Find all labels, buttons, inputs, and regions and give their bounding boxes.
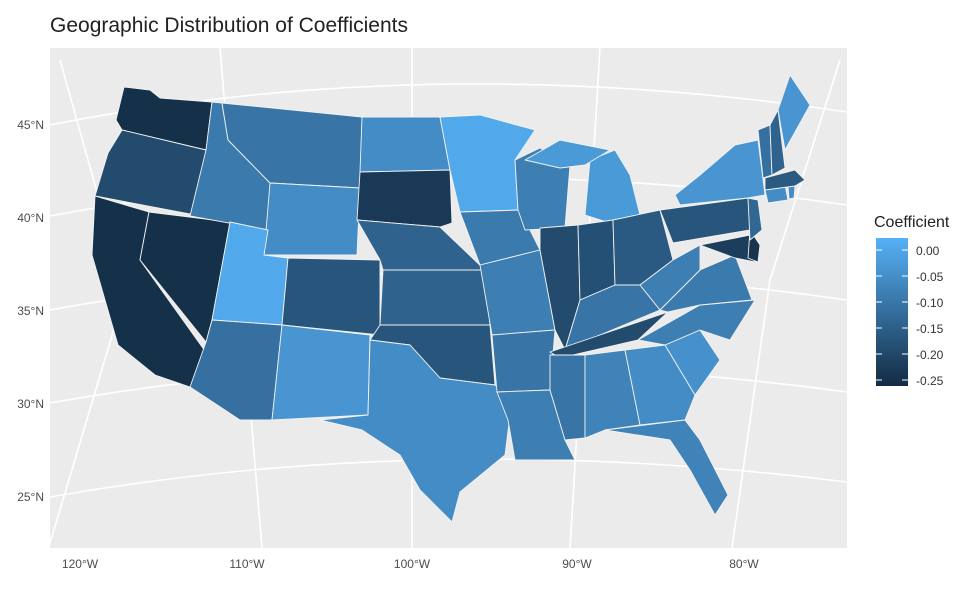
x-tick-label: 110°W [229,557,265,571]
state-michigan-upper[interactable] [524,139,611,169]
y-tick-label: 30°N [17,397,44,411]
legend-colorbar [876,238,908,386]
state-colorado[interactable] [281,257,381,336]
y-tick-label: 35°N [17,304,44,318]
state-rhode-island[interactable] [787,185,796,200]
state-mississippi[interactable] [549,354,586,441]
x-tick-label: 100°W [394,557,431,571]
y-tick-label: 40°N [17,211,44,225]
x-axis: 120°W 110°W 100°W 90°W 80°W [62,557,759,571]
state-kansas[interactable] [379,269,491,326]
state-oregon[interactable] [94,129,207,216]
chart-title: Geographic Distribution of Coefficients [50,14,408,37]
state-texas[interactable] [319,339,513,523]
legend: Coefficient 0.00 -0.05 -0.10 -0.15 -0.20… [874,214,950,388]
legend-label: -0.10 [916,296,944,310]
state-maine[interactable] [777,74,811,151]
state-georgia[interactable] [624,344,696,426]
state-new-hampshire[interactable] [769,109,786,176]
state-maryland[interactable] [699,234,756,263]
state-new-mexico[interactable] [271,324,371,421]
state-wyoming[interactable] [263,182,361,256]
y-tick-label: 45°N [17,118,44,132]
legend-label: -0.20 [916,348,944,362]
x-tick-label: 80°W [729,557,759,571]
meridian-80w [731,59,841,548]
state-west-virginia[interactable] [639,244,701,311]
legend-label: -0.05 [916,270,944,284]
state-florida[interactable] [604,419,729,516]
state-new-jersey[interactable] [747,197,763,241]
state-south-dakota[interactable] [356,169,453,228]
state-arkansas[interactable] [491,329,556,393]
legend-label: -0.25 [916,374,944,388]
y-tick-label: 25°N [17,490,44,504]
y-axis: 45°N 40°N 35°N 30°N 25°N [17,118,44,504]
legend-title: Coefficient [874,214,950,231]
x-tick-label: 120°W [62,557,99,571]
state-massachusetts[interactable] [764,169,806,191]
legend-label: 0.00 [916,244,940,258]
x-tick-label: 90°W [562,557,592,571]
state-north-dakota[interactable] [359,116,451,173]
legend-label: -0.15 [916,322,944,336]
